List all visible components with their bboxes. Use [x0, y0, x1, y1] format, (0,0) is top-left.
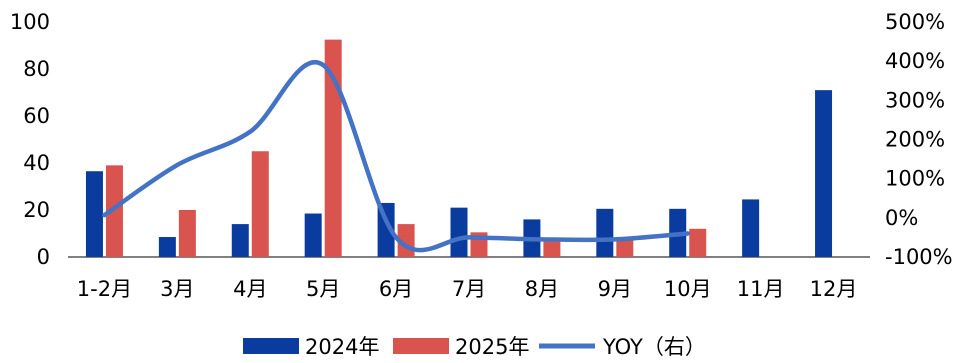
left-tick-label: 40 — [23, 151, 50, 175]
right-tick-label: 200% — [885, 128, 945, 152]
yoy-line-group — [102, 60, 690, 253]
right-tick-label: 0% — [885, 206, 918, 230]
left-tick-label: 100 — [10, 10, 50, 34]
bar-2024 — [231, 224, 249, 257]
legend-label: 2024年 — [305, 335, 379, 359]
right-tick-label: 400% — [885, 49, 945, 73]
bars-group — [85, 39, 833, 258]
legend-swatch-1 — [393, 338, 449, 354]
category-label: 7月 — [452, 277, 486, 301]
legend-label: YOY（右） — [602, 335, 706, 359]
right-axis-ticks: -100% 0% 100% 200% 300% 400% 500% — [885, 10, 953, 269]
category-label: 1-2月 — [77, 277, 132, 301]
legend: 2024年 2025年 YOY（右） — [243, 335, 706, 359]
bar-2025 — [543, 238, 561, 257]
bar-2025 — [616, 238, 634, 257]
bar-2024 — [304, 213, 322, 257]
bar-2024 — [815, 90, 833, 258]
left-tick-label: 0 — [37, 245, 50, 269]
bar-2025 — [689, 228, 707, 257]
right-tick-label: 100% — [885, 167, 945, 191]
bar-2024 — [450, 207, 468, 257]
category-label: 8月 — [525, 277, 559, 301]
bar-2025 — [105, 165, 123, 257]
left-tick-label: 80 — [23, 57, 50, 81]
bar-2024 — [596, 208, 614, 257]
bar-2024 — [85, 171, 103, 257]
right-tick-label: -100% — [885, 245, 953, 269]
category-label: 10月 — [664, 277, 712, 301]
right-tick-label: 300% — [885, 88, 945, 112]
bar-2025 — [251, 151, 269, 257]
bar-2024 — [158, 237, 176, 257]
category-label: 12月 — [810, 277, 858, 301]
right-tick-label: 500% — [885, 10, 945, 34]
category-label: 5月 — [306, 277, 340, 301]
legend-label: 2025年 — [455, 335, 529, 359]
legend-swatch-0 — [243, 338, 299, 354]
left-tick-label: 60 — [23, 104, 50, 128]
left-axis-ticks: 0 20 40 60 80 100 — [10, 10, 50, 269]
bar-2025 — [324, 39, 342, 257]
bar-2024 — [742, 199, 760, 257]
category-labels: 1-2月 3月 4月 5月 6月 7月 8月 9月 10月 11月 12月 — [77, 277, 858, 301]
category-label: 9月 — [598, 277, 632, 301]
left-tick-label: 20 — [23, 198, 50, 222]
category-label: 3月 — [160, 277, 194, 301]
category-label: 6月 — [379, 277, 413, 301]
category-label: 4月 — [233, 277, 267, 301]
category-label: 11月 — [737, 277, 785, 301]
bar-2025 — [178, 210, 196, 257]
yoy-line — [102, 60, 690, 253]
